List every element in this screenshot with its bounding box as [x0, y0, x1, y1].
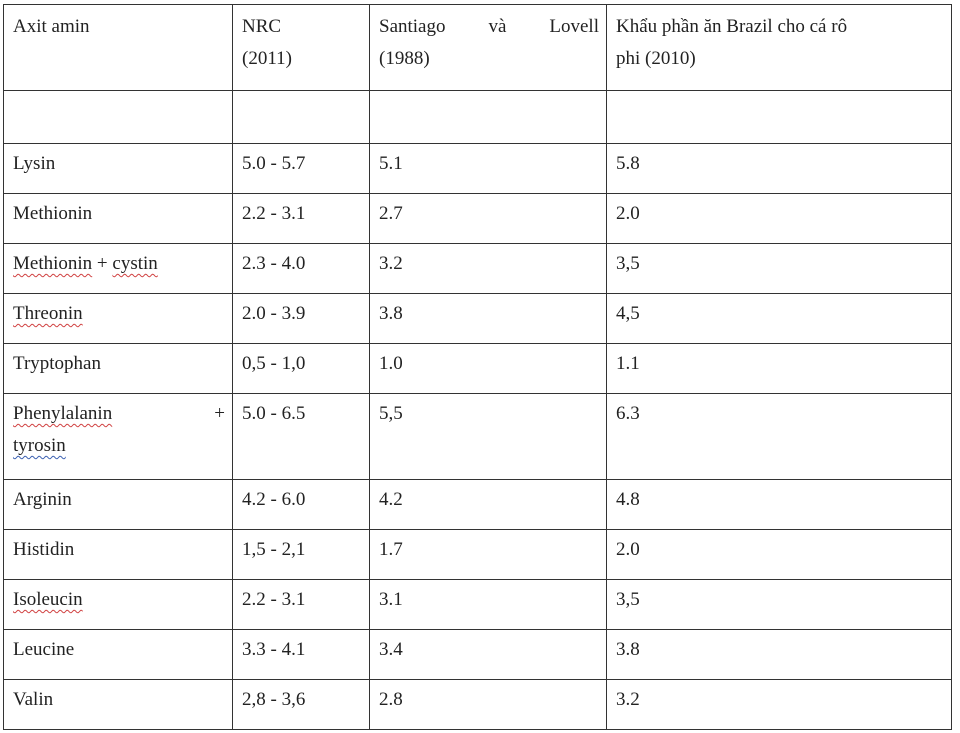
nrc-value: 1,5 - 2,1: [232, 529, 370, 580]
amino-acid-name: Methionin + cystin: [3, 243, 233, 294]
table-blank-row: [3, 90, 952, 144]
blank-cell: [369, 90, 607, 144]
header-brazil: Khẩu phần ăn Brazil cho cá rô phi (2010): [606, 4, 952, 91]
table-row: Arginin 4.2 - 6.0 4.2 4.8: [3, 479, 952, 530]
header-nrc-line2: (2011): [242, 48, 292, 69]
header-santiago-word1: Santiago: [379, 16, 446, 37]
nrc-value: 2,8 - 3,6: [232, 679, 370, 730]
brazil-value: 3.2: [606, 679, 952, 730]
header-brazil-line2: phi (2010): [616, 48, 696, 69]
amino-acid-label: Threonin: [13, 303, 83, 324]
amino-acid-label-line2: tyrosin: [13, 430, 225, 462]
table-row: Tryptophan 0,5 - 1,0 1.0 1.1: [3, 343, 952, 394]
amino-acid-label: Leucine: [13, 639, 75, 660]
santiago-value: 1.7: [369, 529, 607, 580]
brazil-value: 4.8: [606, 479, 952, 530]
table-row: Phenylalanin + tyrosin 5.0 - 6.5 5,5 6.3: [3, 393, 952, 480]
santiago-value: 3.1: [369, 579, 607, 630]
nrc-value: 5.0 - 6.5: [232, 393, 370, 480]
amino-acid-label: Methionin: [13, 203, 93, 224]
amino-acid-label-plus: +: [96, 253, 108, 274]
table-row: Methionin 2.2 - 3.1 2.7 2.0: [3, 193, 952, 244]
amino-acid-name: Phenylalanin + tyrosin: [3, 393, 233, 480]
amino-acid-name: Arginin: [3, 479, 233, 530]
table-row: Leucine 3.3 - 4.1 3.4 3.8: [3, 629, 952, 680]
blank-cell: [232, 90, 370, 144]
brazil-value: 3.8: [606, 629, 952, 680]
santiago-value: 5,5: [369, 393, 607, 480]
table-row: Histidin 1,5 - 2,1 1.7 2.0: [3, 529, 952, 580]
amino-acid-name: Threonin: [3, 293, 233, 344]
santiago-value: 4.2: [369, 479, 607, 530]
amino-acid-label: Histidin: [13, 539, 75, 560]
amino-acid-label-part1: Methionin: [13, 253, 93, 274]
table-row: Isoleucin 2.2 - 3.1 3.1 3,5: [3, 579, 952, 630]
header-santiago-line1: Santiago và Lovell: [379, 11, 599, 43]
table-row: Valin 2,8 - 3,6 2.8 3.2: [3, 679, 952, 730]
blank-cell: [3, 90, 233, 144]
amino-acid-label-part1: Phenylalanin: [13, 403, 113, 424]
brazil-value: 4,5: [606, 293, 952, 344]
nrc-value: 2.0 - 3.9: [232, 293, 370, 344]
brazil-value: 2.0: [606, 529, 952, 580]
amino-acid-name: Histidin: [3, 529, 233, 580]
table-row: Threonin 2.0 - 3.9 3.8 4,5: [3, 293, 952, 344]
brazil-value: 5.8: [606, 143, 952, 194]
nrc-value: 4.2 - 6.0: [232, 479, 370, 530]
santiago-value: 1.0: [369, 343, 607, 394]
amino-acid-label: Isoleucin: [13, 589, 83, 610]
blank-cell: [606, 90, 952, 144]
amino-acid-label-line1: Phenylalanin +: [13, 398, 225, 430]
header-nrc: NRC (2011): [232, 4, 370, 91]
table-row: Methionin + cystin 2.3 - 4.0 3.2 3,5: [3, 243, 952, 294]
nrc-value: 2.3 - 4.0: [232, 243, 370, 294]
santiago-value: 3.2: [369, 243, 607, 294]
amino-acid-name: Valin: [3, 679, 233, 730]
nrc-value: 5.0 - 5.7: [232, 143, 370, 194]
santiago-value: 5.1: [369, 143, 607, 194]
nrc-value: 2.2 - 3.1: [232, 193, 370, 244]
brazil-value: 3,5: [606, 579, 952, 630]
amino-acid-label-part2: tyrosin: [13, 435, 66, 456]
santiago-value: 2.7: [369, 193, 607, 244]
table-header-row: Axit amin NRC (2011) Santiago và Lovell …: [3, 4, 952, 91]
amino-acid-label: Valin: [13, 689, 54, 710]
brazil-value: 3,5: [606, 243, 952, 294]
amino-acid-label: Tryptophan: [13, 353, 101, 374]
santiago-value: 3.8: [369, 293, 607, 344]
amino-acid-name: Methionin: [3, 193, 233, 244]
amino-acid-label: Arginin: [13, 489, 72, 510]
header-brazil-line1: Khẩu phần ăn Brazil cho cá rô: [616, 16, 848, 37]
amino-acid-label: Lysin: [13, 153, 56, 174]
amino-acid-label-part2: cystin: [112, 253, 158, 274]
header-santiago-word2: và: [488, 16, 507, 37]
table-row: Lysin 5.0 - 5.7 5.1 5.8: [3, 143, 952, 194]
amino-acid-name: Leucine: [3, 629, 233, 680]
header-amino-acid-label: Axit amin: [13, 16, 90, 37]
amino-acid-name: Tryptophan: [3, 343, 233, 394]
santiago-value: 3.4: [369, 629, 607, 680]
nrc-value: 2.2 - 3.1: [232, 579, 370, 630]
header-santiago: Santiago và Lovell (1988): [369, 4, 607, 91]
header-nrc-line1: NRC: [242, 16, 282, 37]
brazil-value: 1.1: [606, 343, 952, 394]
header-amino-acid: Axit amin: [3, 4, 233, 91]
nrc-value: 3.3 - 4.1: [232, 629, 370, 680]
amino-acid-name: Isoleucin: [3, 579, 233, 630]
nrc-value: 0,5 - 1,0: [232, 343, 370, 394]
brazil-value: 2.0: [606, 193, 952, 244]
brazil-value: 6.3: [606, 393, 952, 480]
amino-acid-table: Axit amin NRC (2011) Santiago và Lovell …: [3, 4, 952, 730]
amino-acid-label-plus: +: [214, 403, 225, 424]
header-santiago-word3: Lovell: [549, 16, 599, 37]
header-santiago-line2: (1988): [379, 48, 430, 69]
amino-acid-name: Lysin: [3, 143, 233, 194]
santiago-value: 2.8: [369, 679, 607, 730]
